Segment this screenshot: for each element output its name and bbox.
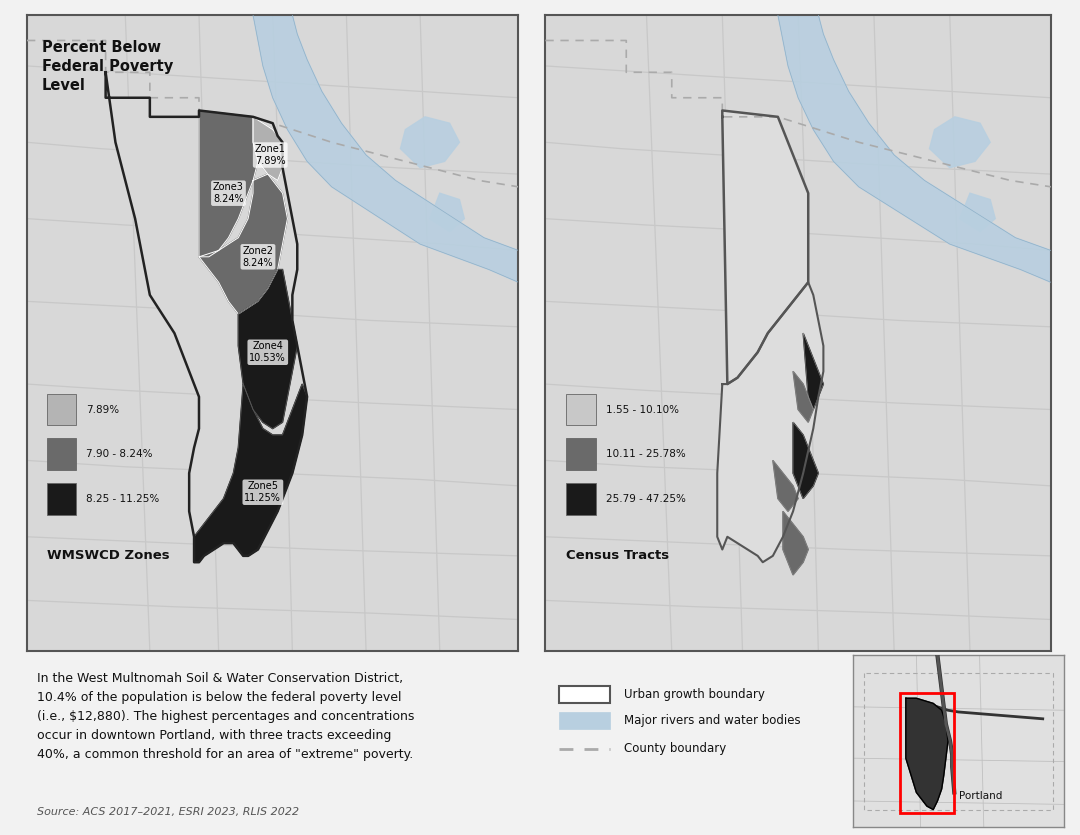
Polygon shape — [401, 117, 459, 168]
Polygon shape — [239, 270, 297, 428]
Polygon shape — [430, 193, 464, 231]
Text: Source: ACS 2017–2021, ESRI 2023, RLIS 2022: Source: ACS 2017–2021, ESRI 2023, RLIS 2… — [37, 807, 299, 817]
Polygon shape — [793, 372, 813, 423]
Text: Zone2
8.24%: Zone2 8.24% — [242, 246, 273, 267]
Polygon shape — [773, 460, 798, 511]
Text: In the West Multnomah Soil & Water Conservation District,
10.4% of the populatio: In the West Multnomah Soil & Water Conse… — [37, 672, 415, 761]
FancyBboxPatch shape — [46, 438, 77, 470]
Polygon shape — [199, 110, 258, 257]
Text: Zone5
11.25%: Zone5 11.25% — [244, 482, 281, 503]
Polygon shape — [106, 73, 307, 562]
Polygon shape — [906, 698, 948, 810]
FancyBboxPatch shape — [559, 686, 610, 702]
FancyBboxPatch shape — [566, 483, 596, 514]
Text: Zone3
8.24%: Zone3 8.24% — [213, 182, 244, 204]
Polygon shape — [778, 15, 1051, 282]
Polygon shape — [723, 110, 808, 384]
Text: Urban growth boundary: Urban growth boundary — [624, 687, 765, 701]
FancyBboxPatch shape — [559, 712, 610, 729]
Text: WMSWCD Zones: WMSWCD Zones — [46, 549, 170, 563]
Text: Percent Below
Federal Poverty
Level: Percent Below Federal Poverty Level — [42, 40, 173, 93]
Polygon shape — [194, 384, 307, 562]
Text: 8.25 - 11.25%: 8.25 - 11.25% — [86, 493, 159, 504]
Text: Zone1
7.89%: Zone1 7.89% — [255, 144, 286, 166]
Text: Zone4
10.53%: Zone4 10.53% — [249, 342, 286, 363]
Text: Portland: Portland — [959, 791, 1002, 801]
Polygon shape — [960, 193, 996, 231]
Polygon shape — [199, 175, 287, 314]
Polygon shape — [783, 511, 808, 575]
Text: Census Tracts: Census Tracts — [566, 549, 669, 563]
Polygon shape — [804, 333, 823, 409]
Polygon shape — [717, 282, 823, 562]
Text: County boundary: County boundary — [624, 742, 726, 755]
Text: 1.55 - 10.10%: 1.55 - 10.10% — [606, 404, 679, 414]
Polygon shape — [253, 15, 518, 282]
FancyBboxPatch shape — [566, 393, 596, 425]
Text: 25.79 - 47.25%: 25.79 - 47.25% — [606, 493, 686, 504]
FancyBboxPatch shape — [566, 438, 596, 470]
FancyBboxPatch shape — [46, 393, 77, 425]
Text: 7.90 - 8.24%: 7.90 - 8.24% — [86, 449, 152, 459]
Polygon shape — [930, 117, 990, 168]
Polygon shape — [793, 423, 819, 498]
Text: 7.89%: 7.89% — [86, 404, 119, 414]
Text: 10.11 - 25.78%: 10.11 - 25.78% — [606, 449, 686, 459]
Polygon shape — [253, 117, 283, 180]
Text: Major rivers and water bodies: Major rivers and water bodies — [624, 714, 800, 727]
FancyBboxPatch shape — [46, 483, 77, 514]
